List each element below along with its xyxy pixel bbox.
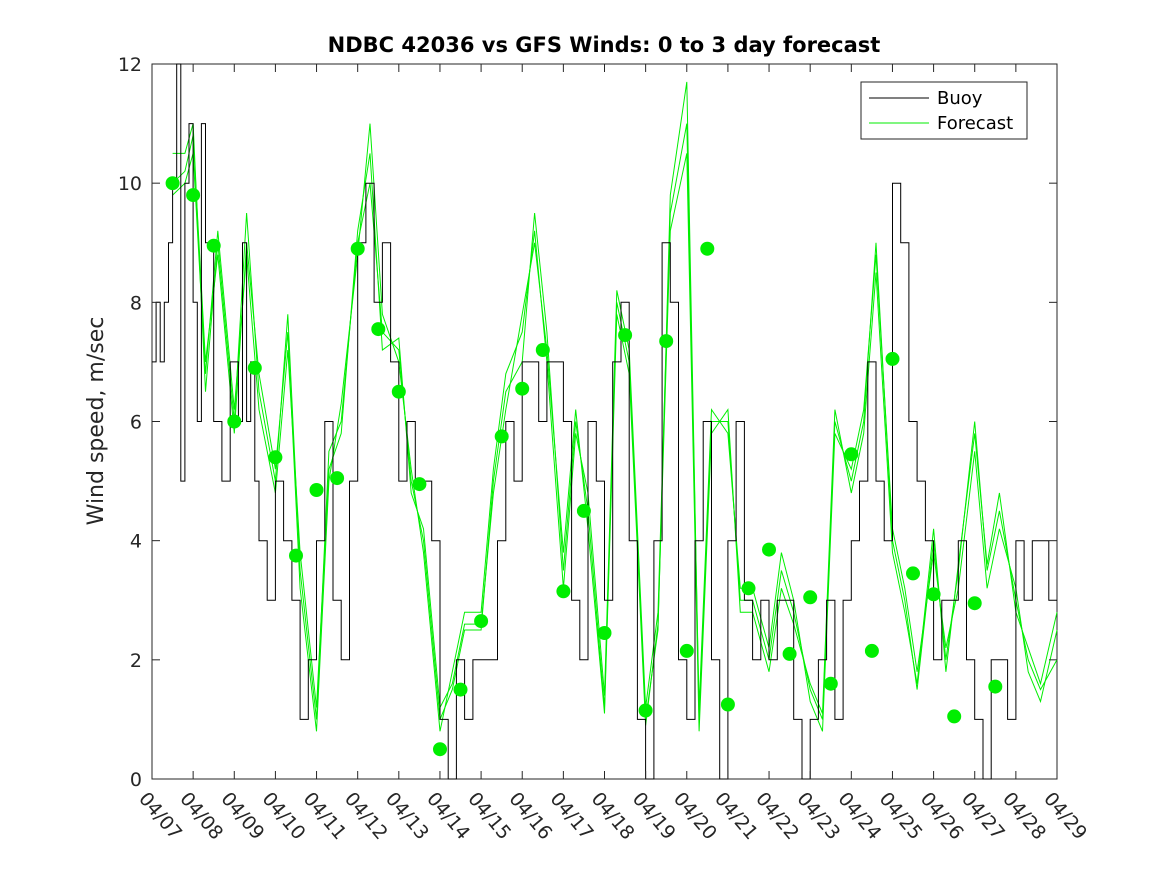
y-tick-label: 8 (130, 292, 142, 314)
y-tick-label: 12 (118, 54, 142, 76)
forecast-dot (289, 548, 303, 563)
y-tick-label: 4 (130, 531, 142, 553)
plot-area (151, 63, 1058, 780)
forecast-run-line-2 (172, 153, 1058, 732)
forecast-dot (844, 447, 859, 462)
forecast-dot (494, 429, 509, 444)
forecast-dot (227, 414, 242, 429)
forecast-dot (885, 351, 900, 366)
forecast-dot (679, 643, 694, 658)
y-tick-label: 6 (130, 412, 142, 434)
forecast-dot (247, 360, 262, 375)
forecast-dot (741, 581, 756, 596)
forecast-dot (618, 328, 633, 343)
forecast-dot (535, 343, 550, 357)
forecast-dot (515, 381, 530, 396)
legend-forecast-label: Forecast (937, 113, 1013, 134)
forecast-dot (453, 682, 468, 697)
forecast-run-line-1 (172, 123, 1058, 732)
forecast-dot (350, 241, 365, 256)
legend-buoy-label: Buoy (937, 88, 983, 109)
y-axis-label: Wind speed, m/sec (84, 317, 109, 526)
forecast-dot (309, 483, 324, 497)
forecast-dot (803, 590, 818, 605)
forecast-dot (268, 450, 283, 465)
forecast-dot (556, 584, 571, 599)
forecast-dot (474, 614, 489, 629)
forecast-dot (864, 643, 879, 658)
forecast-dot (659, 334, 674, 349)
y-tick-label: 10 (118, 173, 142, 195)
forecast-dot (391, 384, 406, 399)
legend: Buoy Forecast (860, 81, 1028, 140)
y-tick-label: 2 (130, 650, 142, 672)
forecast-dot (720, 697, 735, 712)
forecast-dot (597, 626, 612, 640)
forecast-dot (638, 703, 653, 718)
forecast-dot (823, 676, 838, 691)
forecast-dot (762, 542, 776, 557)
buoy-line (152, 63, 1057, 780)
forecast-dot (371, 322, 386, 337)
forecast-dot (947, 709, 962, 724)
series-layer (152, 63, 1058, 780)
forecast-dot (433, 742, 447, 757)
forecast-dot (988, 679, 1003, 694)
forecast-dot (206, 238, 221, 253)
y-tick-label: 0 (130, 769, 142, 791)
forecast-dot (412, 477, 427, 492)
forecast-dot (186, 188, 201, 203)
forecast-dot (576, 503, 591, 518)
forecast-dot (967, 596, 982, 611)
forecast-dot (165, 176, 180, 191)
forecast-dot (906, 566, 920, 581)
forecast-dot (926, 587, 941, 602)
legend-box (860, 81, 1028, 140)
forecast-dot (782, 646, 797, 661)
forecast-dot (330, 471, 345, 486)
chart-title: NDBC 42036 vs GFS Winds: 0 to 3 day fore… (328, 33, 881, 57)
forecast-dot (700, 241, 715, 256)
